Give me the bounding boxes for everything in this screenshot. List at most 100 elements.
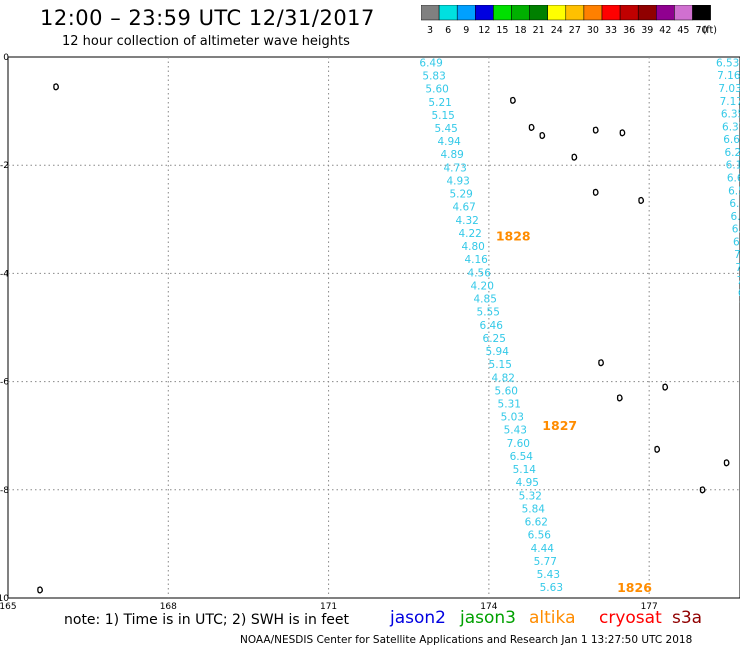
island-outline — [638, 196, 645, 205]
satellite-s3a: s3a — [672, 608, 703, 628]
satellite-altika: altika — [529, 608, 576, 628]
satellite-jason2: jason2 — [390, 608, 446, 628]
track-main-swh-label: 5.43 — [537, 569, 560, 581]
legend-label-9: 9 — [463, 25, 469, 36]
track-east-swh-label: 6.13 — [726, 160, 740, 172]
legend-label-42: 42 — [659, 25, 671, 36]
track-east-swh-label: 6.28 — [724, 147, 740, 159]
legend-label-18: 18 — [515, 25, 527, 36]
track-main-swh-label: 5.29 — [449, 189, 472, 201]
track-main-swh-label: 6.46 — [480, 320, 504, 332]
lat-tick-label: -2 — [0, 161, 9, 171]
legend-swatch-39 — [637, 5, 657, 21]
island-outline — [723, 459, 730, 467]
track-main-swh-label: 5.94 — [486, 346, 510, 358]
track-main-swh-label: 5.45 — [434, 123, 457, 135]
lat-tick-label: -6 — [0, 378, 9, 388]
track-main-swh-label: 4.85 — [474, 294, 497, 306]
legend-swatch-6 — [438, 5, 458, 21]
legend-label-21: 21 — [533, 25, 545, 36]
track-main-swh-label: 5.43 — [504, 425, 527, 437]
legend-label-33: 33 — [605, 25, 617, 36]
legend-swatch-9 — [456, 5, 476, 21]
track-east-swh-label: 6.9 — [733, 236, 740, 248]
lon-tick-label: 168 — [160, 602, 177, 612]
track-main-swh-label: 5.60 — [495, 385, 518, 397]
legend-swatch-45 — [674, 5, 693, 21]
legend-label-12: 12 — [478, 25, 490, 36]
track-main-swh-label: 5.32 — [519, 490, 542, 502]
track-main-swh-label: 7.60 — [507, 438, 530, 450]
legend-label-70: 70 — [696, 25, 708, 36]
lat-tick-label: -4 — [0, 269, 9, 279]
island-outline — [699, 486, 706, 494]
legend-swatch-30 — [583, 5, 603, 21]
island-outline — [592, 188, 599, 196]
track-main-swh-label: 5.60 — [425, 84, 448, 96]
track-east-swh-label: 7.3 — [734, 249, 740, 261]
legend-label-30: 30 — [587, 25, 599, 36]
track-east-swh-label: 7.17 — [720, 96, 740, 108]
legend-label-3: 3 — [427, 25, 433, 36]
track-main-swh-label: 5.14 — [513, 464, 537, 476]
island-outline — [662, 383, 669, 391]
track-main-swh-label: 6.49 — [419, 57, 442, 69]
legend-label-39: 39 — [641, 25, 653, 36]
island-outline — [510, 96, 516, 104]
legend-swatch-42 — [656, 5, 675, 21]
track-east-swh-label: 6.9 — [731, 211, 740, 223]
island-outline — [616, 394, 623, 402]
track-main-swh-label: 5.55 — [477, 307, 500, 319]
track-main-swh-label: 4.89 — [440, 149, 463, 161]
track-main-swh-label: 5.63 — [540, 582, 563, 594]
track-time-label: 1826 — [617, 580, 652, 595]
track-east-swh-label: 7. — [735, 262, 740, 274]
page-subtitle: 12 hour collection of altimeter wave hei… — [62, 34, 350, 49]
track-main-swh-label: 4.20 — [471, 280, 494, 292]
track-main-swh-label: 5.21 — [428, 97, 451, 109]
track-east-swh-label: 7. — [737, 275, 740, 287]
lon-tick-label: 171 — [320, 602, 337, 612]
legend-swatch-24 — [547, 5, 567, 21]
track-time-label: 1827 — [542, 418, 577, 433]
satellite-jason3: jason3 — [460, 608, 516, 628]
track-main-swh-label: 6.62 — [525, 517, 548, 529]
legend-swatch-33 — [601, 5, 621, 21]
island-outline — [53, 83, 59, 91]
track-main-swh-label: 4.16 — [464, 254, 488, 266]
track-main-swh-label: 5.83 — [422, 71, 445, 83]
track-main-swh-label: 5.77 — [534, 556, 557, 568]
track-east-swh-label: 6.67 — [727, 172, 740, 184]
track-main-swh-label: 6.25 — [483, 333, 506, 345]
legend-swatch-15 — [493, 5, 512, 21]
color-legend: 3 6 9 12 15 18 21 24 27 30 33 36 39 42 45 70(ft) — [421, 5, 717, 36]
track-east-swh-label: 6.37 — [722, 121, 740, 133]
legend-label-6: 6 — [445, 25, 451, 36]
track-main-swh-label: 4.93 — [446, 175, 469, 187]
legend-label-36: 36 — [623, 25, 635, 36]
note-text: note: 1) Time is in UTC; 2) SWH is in fe… — [64, 612, 350, 628]
track-main-swh-label: 4.44 — [531, 543, 555, 555]
legend-swatch-27 — [565, 5, 585, 21]
island-outline — [619, 129, 626, 137]
lat-tick-label: -10 — [0, 594, 9, 604]
legend-swatch-36 — [619, 5, 639, 21]
track-main-swh-label: 4.73 — [443, 162, 466, 174]
track-main-swh-label: 5.31 — [498, 399, 521, 411]
track-east-swh-label: 6.35 — [721, 109, 740, 121]
track-main-swh-label: 5.15 — [489, 359, 512, 371]
credit-line: NOAA/NESDIS Center for Satellite Applica… — [240, 634, 693, 646]
legend-label-27: 27 — [569, 25, 581, 36]
island-outline — [592, 126, 599, 134]
legend-swatch-70 — [692, 5, 711, 21]
map-frame — [7, 56, 740, 599]
track-main-swh-label: 4.56 — [468, 267, 492, 279]
lon-tick-label: 165 — [0, 602, 17, 612]
track-main-swh-label: 4.32 — [455, 215, 478, 227]
track-main-swh-label: 4.94 — [437, 136, 461, 148]
island-outline — [654, 445, 661, 453]
track-east-swh-label: 6.59 — [728, 185, 740, 197]
track-main-swh-label: 4.80 — [461, 241, 484, 253]
track-east-swh-label: 7.03 — [718, 83, 740, 95]
